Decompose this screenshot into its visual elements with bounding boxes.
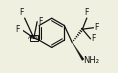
- Text: F: F: [38, 17, 43, 26]
- Text: Abs: Abs: [28, 35, 39, 40]
- Text: F: F: [91, 34, 96, 43]
- Text: NH₂: NH₂: [83, 56, 99, 65]
- Text: F: F: [94, 23, 99, 32]
- Text: F: F: [20, 8, 24, 17]
- Text: F: F: [16, 25, 20, 34]
- Text: F: F: [85, 8, 89, 17]
- FancyBboxPatch shape: [30, 35, 38, 41]
- Polygon shape: [72, 42, 84, 60]
